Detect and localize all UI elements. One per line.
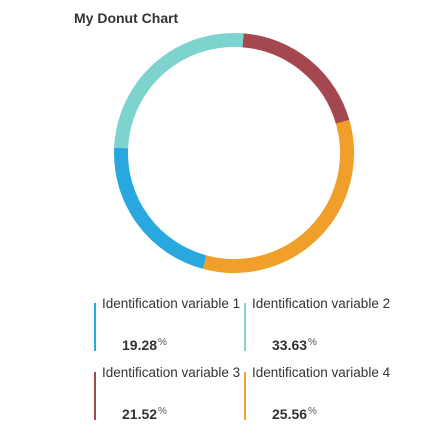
legend-item-2: Identification variable 2 33.63%	[244, 293, 394, 357]
legend-label: Identification variable 3	[102, 365, 241, 380]
legend-item-1: Identification variable 1 19.28%	[94, 293, 244, 357]
legend-color-bar	[244, 303, 246, 351]
chart-title: My Donut Chart	[74, 10, 179, 26]
legend-color-bar	[244, 372, 246, 420]
donut-segment-2	[202, 119, 354, 273]
legend-item-3: Identification variable 3 21.52%	[94, 362, 244, 426]
legend-value: 21.52%	[122, 406, 167, 422]
legend-value: 33.63%	[272, 337, 317, 353]
legend-color-bar	[94, 303, 96, 351]
legend-label: Identification variable 4	[252, 365, 391, 380]
legend-value: 25.56%	[272, 406, 317, 422]
donut-segments	[114, 33, 354, 273]
legend-color-bar	[94, 372, 96, 420]
donut-segment-1	[242, 33, 350, 124]
legend-item-4: Identification variable 4 25.56%	[244, 362, 394, 426]
donut-segment-4	[114, 33, 244, 149]
legend-label: Identification variable 1	[102, 296, 241, 311]
legend-value: 19.28%	[122, 337, 167, 353]
donut-segment-3	[114, 147, 207, 269]
legend-label: Identification variable 2	[252, 296, 391, 311]
